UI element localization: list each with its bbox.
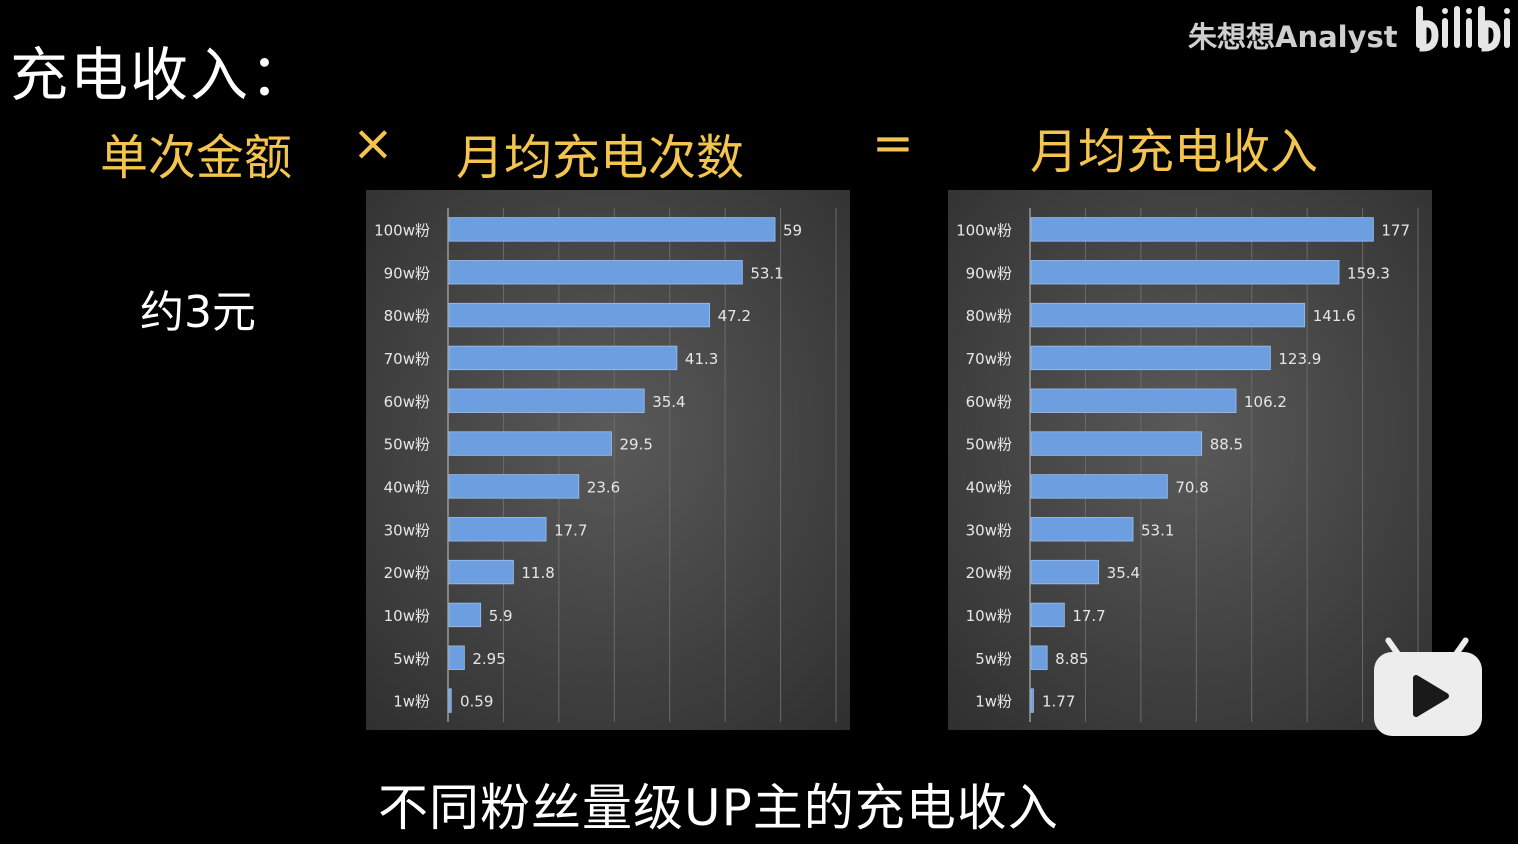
bar [448, 388, 645, 413]
bar-value-label: 177 [1381, 221, 1410, 239]
formula-result-monthly-income: 月均充电收入 [1030, 124, 1319, 180]
bar [448, 645, 465, 670]
bar-value-label: 17.7 [554, 521, 587, 539]
category-tick-label: 80w粉 [966, 307, 1012, 325]
bar-value-label: 88.5 [1210, 436, 1243, 454]
formula-times-sign: × [352, 114, 394, 172]
bar [1030, 517, 1134, 542]
bar [1030, 602, 1065, 628]
watermark-channel-name: 朱想想Analyst [1188, 20, 1398, 54]
bar [448, 517, 547, 542]
bar-value-label: 141.6 [1313, 307, 1356, 325]
bar [1030, 217, 1374, 242]
category-tick-label: 60w粉 [384, 393, 430, 411]
chart-caption: 不同粉丝量级UP主的充电收入 [378, 779, 1059, 837]
category-tick-label: 5w粉 [393, 650, 430, 668]
bar [1030, 431, 1203, 456]
category-tick-label: 70w粉 [966, 350, 1012, 368]
bar [1030, 474, 1168, 499]
category-tick-label: 90w粉 [966, 264, 1012, 282]
bar-value-label: 11.8 [521, 564, 554, 582]
bar-value-label: 17.7 [1072, 607, 1105, 625]
chart-monthly-charge-income: 100w粉 177 90w粉 159.3 80w粉 141.6 70w粉 123.9 60w粉 1… [948, 190, 1432, 730]
category-tick-label: 100w粉 [956, 221, 1012, 239]
bar-value-label: 35.4 [1107, 564, 1140, 582]
bar-value-label: 29.5 [620, 436, 653, 454]
bar [1030, 302, 1306, 328]
bar [1030, 345, 1271, 371]
bar [448, 217, 776, 242]
bar-value-label: 5.9 [489, 607, 513, 625]
category-tick-label: 40w粉 [384, 478, 430, 496]
bar-value-label: 1.77 [1042, 693, 1075, 711]
category-tick-label: 60w粉 [966, 393, 1012, 411]
bar [448, 260, 743, 285]
bar-value-label: 159.3 [1347, 264, 1390, 282]
category-tick-label: 20w粉 [384, 564, 430, 582]
category-tick-label: 1w粉 [975, 693, 1012, 711]
formula-equals-sign: = [872, 114, 914, 172]
bar-value-label: 23.6 [587, 478, 620, 496]
bar-value-label: 59 [783, 221, 802, 239]
bar [448, 431, 612, 456]
bar [448, 688, 452, 713]
bar [1030, 559, 1100, 585]
bar-value-label: 47.2 [718, 307, 751, 325]
bar-value-label: 41.3 [685, 350, 718, 368]
category-tick-label: 10w粉 [966, 607, 1012, 625]
category-tick-label: 30w粉 [966, 521, 1012, 539]
bar-value-label: 53.1 [1141, 521, 1174, 539]
bar-value-label: 35.4 [652, 393, 685, 411]
category-tick-label: 70w粉 [384, 350, 430, 368]
bar [448, 602, 482, 628]
category-tick-label: 5w粉 [975, 650, 1012, 668]
category-tick-label: 80w粉 [384, 307, 430, 325]
chart-monthly-charge-count: 100w粉 59 90w粉 53.1 80w粉 47.2 70w粉 41.3 60w粉 35.4 5… [366, 190, 850, 730]
bilibili-logo-icon [1412, 2, 1518, 58]
category-tick-label: 50w粉 [966, 436, 1012, 454]
bar [1030, 645, 1048, 670]
main-title: 充电收入： [10, 41, 311, 109]
formula-term-unit-price: 单次金额 [100, 130, 293, 186]
bar [1030, 260, 1340, 285]
category-tick-label: 10w粉 [384, 607, 430, 625]
bar [1030, 388, 1237, 413]
category-tick-label: 40w粉 [966, 478, 1012, 496]
bilibili-tv-play-icon [1372, 632, 1484, 744]
bar-value-label: 70.8 [1175, 478, 1208, 496]
chart-svg: 100w粉 59 90w粉 53.1 80w粉 47.2 70w粉 41.3 60w粉 35.4 5… [366, 190, 850, 730]
bar [1030, 688, 1034, 713]
category-tick-label: 90w粉 [384, 264, 430, 282]
bar-value-label: 8.85 [1055, 650, 1088, 668]
bar [448, 559, 514, 585]
bar [448, 302, 711, 328]
bar [448, 345, 678, 371]
bar-value-label: 106.2 [1244, 393, 1287, 411]
chart-svg: 100w粉 177 90w粉 159.3 80w粉 141.6 70w粉 123.9 60w粉 1… [948, 190, 1432, 730]
category-tick-label: 100w粉 [374, 221, 430, 239]
formula-term-monthly-count: 月均充电次数 [456, 130, 745, 186]
category-tick-label: 30w粉 [384, 521, 430, 539]
bar-value-label: 123.9 [1278, 350, 1321, 368]
bar-value-label: 2.95 [472, 650, 505, 668]
bar-value-label: 53.1 [750, 264, 783, 282]
bar-value-label: 0.59 [460, 693, 493, 711]
category-tick-label: 50w粉 [384, 436, 430, 454]
category-tick-label: 1w粉 [393, 693, 430, 711]
category-tick-label: 20w粉 [966, 564, 1012, 582]
bar [448, 474, 580, 499]
price-note: 约3元 [140, 287, 256, 338]
